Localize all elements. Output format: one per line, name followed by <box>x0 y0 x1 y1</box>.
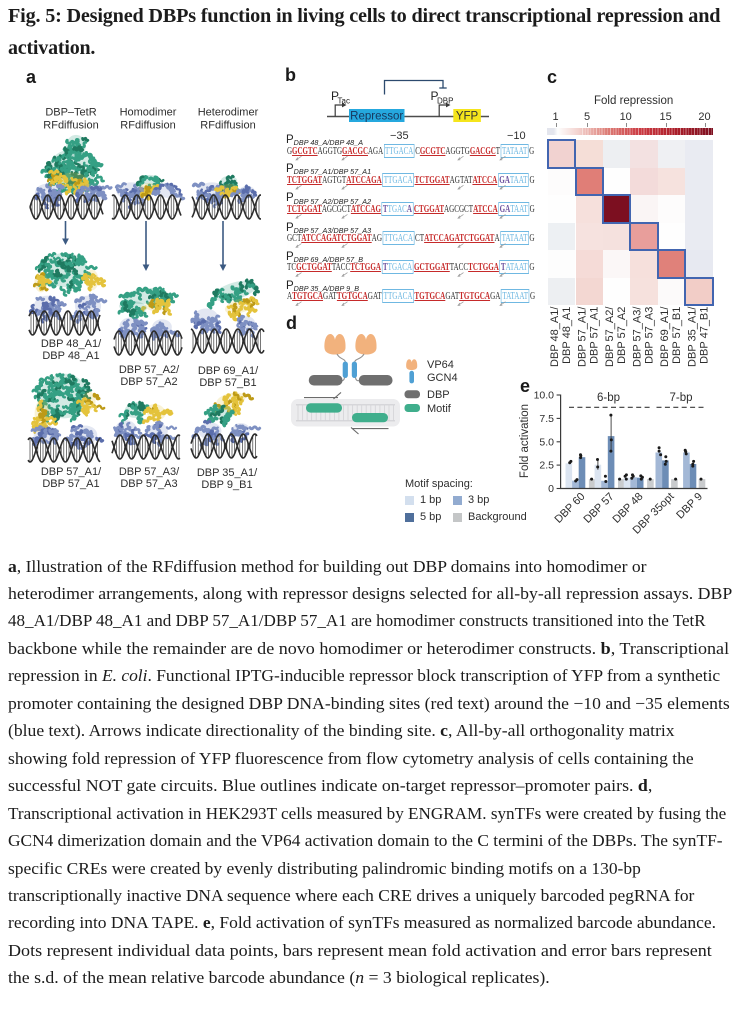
svg-text:Fold activation: Fold activation <box>519 404 531 478</box>
svg-text:DBP 35_A1/: DBP 35_A1/ <box>197 467 258 479</box>
svg-text:DBP 69_A1/: DBP 69_A1/ <box>659 306 671 367</box>
svg-text:DBP 35_A1/: DBP 35_A1/ <box>686 306 698 367</box>
svg-text:DBP–TetR: DBP–TetR <box>45 107 96 119</box>
svg-text:RFdiffusion: RFdiffusion <box>200 120 255 132</box>
svg-text:DBP 57_A1/: DBP 57_A1/ <box>41 466 102 478</box>
svg-text:DBP 57_B1: DBP 57_B1 <box>671 307 683 364</box>
svg-text:DBP 48_A1: DBP 48_A1 <box>42 350 99 362</box>
svg-text:DBP 57_A2/: DBP 57_A2/ <box>604 306 616 367</box>
svg-text:DBP 57_A3/: DBP 57_A3/ <box>119 466 180 478</box>
svg-text:DBP 57_A2/: DBP 57_A2/ <box>119 364 180 376</box>
svg-text:P: P <box>331 89 339 103</box>
svg-text:DBP 57_A2: DBP 57_A2 <box>616 307 628 364</box>
svg-text:DBP 57_A3: DBP 57_A3 <box>120 478 177 490</box>
svg-text:DBP 60: DBP 60 <box>552 491 587 526</box>
svg-text:DBP 57_A1: DBP 57_A1 <box>588 307 600 364</box>
svg-text:Heterodimer: Heterodimer <box>198 107 259 119</box>
svg-text:7.5: 7.5 <box>539 413 554 425</box>
svg-text:DBP 57_A3/: DBP 57_A3/ <box>631 306 643 367</box>
svg-text:RFdiffusion: RFdiffusion <box>120 120 175 132</box>
svg-text:Tac: Tac <box>338 97 350 106</box>
svg-text:RFdiffusion: RFdiffusion <box>43 120 98 132</box>
svg-text:DBP 57_B1: DBP 57_B1 <box>199 377 256 389</box>
svg-text:Repressor: Repressor <box>350 111 403 123</box>
svg-text:DBP: DBP <box>437 97 453 106</box>
svg-text:6-bp: 6-bp <box>597 392 620 404</box>
svg-text:DBP 57_A3: DBP 57_A3 <box>643 307 655 364</box>
svg-text:0: 0 <box>548 483 554 495</box>
svg-text:DBP 9: DBP 9 <box>674 491 705 522</box>
svg-text:Homodimer: Homodimer <box>120 107 177 119</box>
svg-text:7-bp: 7-bp <box>669 392 692 404</box>
svg-text:10.0: 10.0 <box>534 390 555 402</box>
svg-text:DBP 9_B1: DBP 9_B1 <box>201 479 252 491</box>
svg-text:5.0: 5.0 <box>539 436 554 448</box>
svg-text:DBP 48_A1: DBP 48_A1 <box>561 307 573 364</box>
svg-text:DBP 48_A1/: DBP 48_A1/ <box>41 338 102 350</box>
svg-text:DBP 57_A1/: DBP 57_A1/ <box>576 306 588 367</box>
svg-text:2.5: 2.5 <box>539 460 554 472</box>
svg-text:P: P <box>431 89 439 103</box>
svg-text:DBP 69_A1/: DBP 69_A1/ <box>198 365 259 377</box>
svg-text:YFP: YFP <box>456 111 479 123</box>
svg-text:DBP 57: DBP 57 <box>581 491 616 526</box>
svg-text:DBP 47_B1: DBP 47_B1 <box>698 307 710 364</box>
svg-text:DBP 57_A1: DBP 57_A1 <box>42 478 99 490</box>
svg-text:DBP 48_A1/: DBP 48_A1/ <box>549 306 561 367</box>
svg-text:DBP 57_A2: DBP 57_A2 <box>120 376 177 388</box>
